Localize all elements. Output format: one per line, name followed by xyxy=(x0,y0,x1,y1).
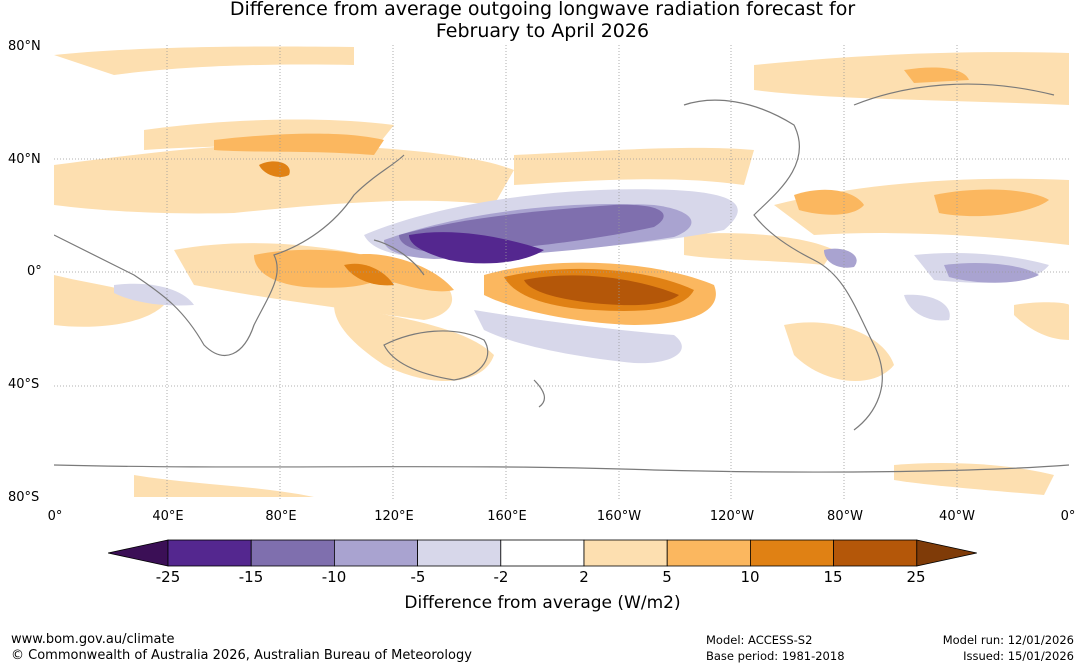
map-title-line1: Difference from average outgoing longwav… xyxy=(229,0,856,20)
lon-label-160e: 160°E xyxy=(487,509,527,524)
ola-anomaly-map xyxy=(54,45,1069,500)
colorbar-swatch xyxy=(167,539,252,567)
graticule xyxy=(54,45,1069,500)
colorbar-tick: 15 xyxy=(823,568,843,586)
colorbar-tick: 25 xyxy=(906,568,926,586)
colorbar-swatch xyxy=(333,539,418,567)
footer-issued: Issued: 15/01/2026 xyxy=(963,649,1074,663)
colorbar-swatch xyxy=(750,539,835,567)
footer-website: www.bom.gov.au/climate xyxy=(11,632,175,647)
footer-copyright: © Commonwealth of Australia 2026, Austra… xyxy=(11,648,472,663)
colorbar-swatches xyxy=(108,539,977,567)
colorbar-tick: 5 xyxy=(662,568,672,586)
colorbar-swatch xyxy=(500,539,585,567)
colorbar-tick: -10 xyxy=(321,568,347,586)
map-title-line2: February to April 2026 xyxy=(435,20,650,42)
lon-label-80w: 80°W xyxy=(827,509,863,524)
lon-label-0: 0° xyxy=(47,509,63,524)
colorbar-swatch xyxy=(583,539,668,567)
footer-model-run: Model run: 12/01/2026 xyxy=(942,633,1074,647)
lat-label-40n: 40°N xyxy=(8,152,41,167)
colorbar-tick: 2 xyxy=(579,568,589,586)
lon-label-120e: 120°E xyxy=(374,509,414,524)
lon-label-160w: 160°W xyxy=(596,509,642,524)
colorbar-swatch xyxy=(833,539,918,567)
lon-label-80e: 80°E xyxy=(265,509,297,524)
lat-label-40s: 40°S xyxy=(8,377,40,392)
lon-label-120w: 120°W xyxy=(709,509,755,524)
lat-label-equator: 0° xyxy=(27,264,42,279)
lon-label-0-east: 0° xyxy=(1060,509,1076,524)
colorbar-swatch xyxy=(666,539,751,567)
colorbar xyxy=(108,539,977,567)
colorbar-tick: -5 xyxy=(410,568,426,586)
colorbar-extend-low xyxy=(108,539,169,567)
colorbar-tick: 10 xyxy=(740,568,760,586)
colorbar-swatch xyxy=(250,539,335,567)
anomaly-negative-15-25 xyxy=(409,232,544,264)
lon-label-40w: 40°W xyxy=(939,509,975,524)
colorbar-swatch xyxy=(417,539,502,567)
lon-label-40e: 40°E xyxy=(152,509,184,524)
coastlines xyxy=(54,83,1069,473)
colorbar-tick: -25 xyxy=(155,568,181,586)
lat-label-80s: 80°S xyxy=(8,490,40,505)
colorbar-extend-high xyxy=(916,539,977,567)
footer-model: Model: ACCESS-S2 xyxy=(706,633,813,647)
footer-base-period: Base period: 1981-2018 xyxy=(706,649,845,663)
anomaly-positive-15-25 xyxy=(524,275,679,306)
colorbar-label: Difference from average (W/m2) xyxy=(404,593,681,613)
lat-label-80n: 80°N xyxy=(8,39,41,54)
colorbar-tick: -2 xyxy=(493,568,509,586)
colorbar-tick: -15 xyxy=(238,568,264,586)
